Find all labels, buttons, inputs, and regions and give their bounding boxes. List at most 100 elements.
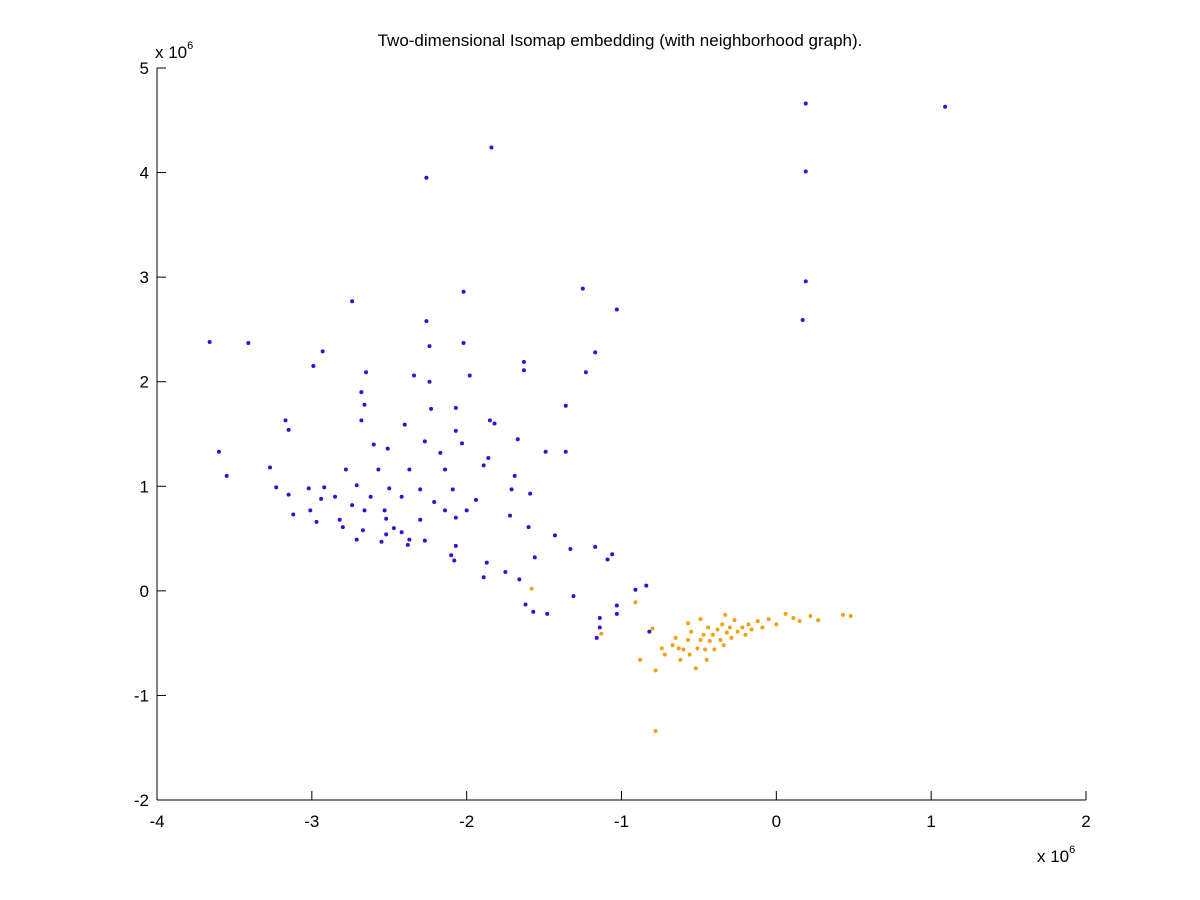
point	[729, 635, 734, 640]
point	[659, 646, 664, 651]
point	[594, 635, 599, 640]
point	[678, 657, 683, 662]
point	[509, 487, 514, 492]
point	[545, 611, 550, 616]
point	[721, 643, 726, 648]
point	[803, 169, 808, 174]
point	[391, 526, 396, 531]
point	[268, 465, 273, 470]
point	[599, 631, 604, 636]
point	[424, 175, 429, 180]
point	[424, 319, 429, 324]
point	[701, 632, 706, 637]
point	[283, 418, 288, 423]
x-tick-label: -2	[459, 812, 474, 831]
point	[354, 483, 359, 488]
point	[693, 666, 698, 671]
point	[322, 485, 327, 490]
x-tick-label: 1	[926, 812, 935, 831]
point	[704, 657, 709, 662]
point	[610, 552, 615, 557]
point	[350, 503, 355, 508]
point	[442, 508, 447, 513]
point	[521, 359, 526, 364]
point	[816, 618, 821, 623]
point	[760, 625, 765, 630]
point	[515, 437, 520, 442]
point	[343, 467, 348, 472]
point	[385, 446, 390, 451]
point	[791, 616, 796, 621]
point	[662, 652, 667, 657]
y-tick-label: 0	[140, 582, 149, 601]
point	[563, 403, 568, 408]
point	[633, 587, 638, 592]
point	[803, 101, 808, 106]
point	[633, 600, 638, 605]
point	[246, 341, 251, 346]
point	[399, 494, 404, 499]
point	[614, 611, 619, 616]
point	[384, 532, 389, 537]
point	[460, 441, 465, 446]
point	[359, 418, 364, 423]
point	[452, 558, 457, 563]
point	[308, 508, 313, 513]
point	[650, 626, 655, 631]
point	[362, 508, 367, 513]
point	[340, 525, 345, 530]
point	[376, 467, 381, 472]
point	[422, 538, 427, 543]
point	[735, 629, 740, 634]
point	[707, 639, 712, 644]
point	[371, 442, 376, 447]
point	[686, 638, 691, 643]
point	[314, 519, 319, 524]
point	[808, 613, 813, 618]
point	[526, 525, 531, 530]
x-tick-label: 0	[772, 812, 781, 831]
y-multiplier-base: x 10	[155, 43, 187, 62]
point	[749, 627, 754, 632]
point	[442, 467, 447, 472]
point	[453, 428, 458, 433]
point	[698, 638, 703, 643]
point	[746, 622, 751, 627]
point	[418, 487, 423, 492]
point	[521, 368, 526, 373]
point	[481, 575, 486, 580]
point	[512, 473, 517, 478]
point	[412, 373, 417, 378]
point	[743, 632, 748, 637]
point	[943, 104, 948, 109]
x-multiplier: x 106	[1037, 844, 1075, 866]
point	[402, 422, 407, 427]
point	[614, 307, 619, 312]
point	[597, 616, 602, 621]
point	[523, 602, 528, 607]
point	[467, 373, 472, 378]
point	[597, 625, 602, 630]
point	[464, 508, 469, 513]
point	[774, 622, 779, 627]
point	[503, 570, 508, 575]
point	[486, 456, 491, 461]
point	[311, 364, 316, 369]
point	[583, 370, 588, 375]
point	[364, 370, 369, 375]
point	[848, 613, 853, 618]
point	[517, 577, 522, 582]
point	[207, 339, 212, 344]
point	[320, 349, 325, 354]
point	[291, 512, 296, 517]
point	[387, 486, 392, 491]
point	[532, 555, 537, 560]
point	[508, 513, 513, 518]
y-tick-label: 4	[140, 164, 149, 183]
point	[568, 547, 573, 552]
point	[359, 390, 364, 395]
point	[350, 299, 355, 304]
point	[676, 646, 681, 651]
point	[362, 402, 367, 407]
point	[563, 449, 568, 454]
